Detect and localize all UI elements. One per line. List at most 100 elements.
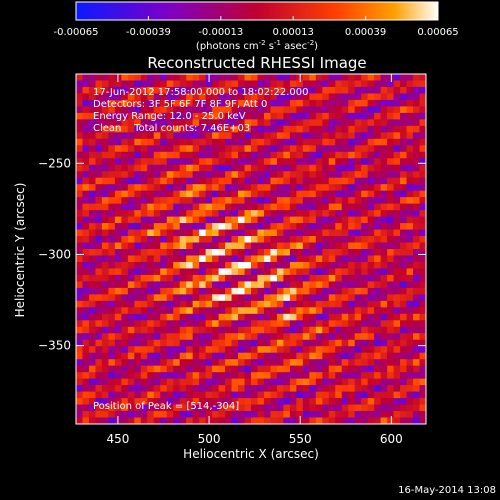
heatmap-cell <box>179 307 187 315</box>
heatmap-cell <box>95 378 103 386</box>
heatmap-cell <box>283 365 291 373</box>
heatmap-cell <box>244 385 252 392</box>
heatmap-cell <box>263 249 271 256</box>
heatmap-cell <box>76 411 83 418</box>
heatmap-cell <box>121 190 129 198</box>
heatmap-cell <box>251 391 258 399</box>
heatmap-cell <box>95 398 103 405</box>
heatmap-cell <box>82 385 90 392</box>
heatmap-cell <box>361 294 369 302</box>
heatmap-cell <box>251 80 258 88</box>
heatmap-cell <box>309 203 317 211</box>
heatmap-cell <box>205 365 213 373</box>
heatmap-cell <box>218 164 226 172</box>
heatmap-cell <box>121 417 129 424</box>
heatmap-cell <box>134 158 142 166</box>
heatmap-cell <box>160 281 168 289</box>
heatmap-cell <box>199 236 207 243</box>
heatmap-cell <box>413 411 420 418</box>
heatmap-cell <box>140 223 148 230</box>
heatmap-cell <box>127 184 135 192</box>
heatmap-cell <box>192 112 200 120</box>
heatmap-cell <box>309 352 317 360</box>
heatmap-cell <box>160 151 168 159</box>
heatmap-cell <box>76 365 83 373</box>
heatmap-cell <box>244 145 252 153</box>
heatmap-cell <box>393 177 401 185</box>
heatmap-cell <box>147 352 155 360</box>
heatmap-cell <box>309 300 317 308</box>
heatmap-cell <box>88 411 96 418</box>
heatmap-cell <box>374 236 382 243</box>
heatmap-cell <box>160 333 168 341</box>
heatmap-cell <box>205 151 213 159</box>
heatmap-cell <box>147 216 155 224</box>
heatmap-cell <box>205 223 213 230</box>
heatmap-cell <box>315 300 323 308</box>
heatmap-cell <box>166 164 174 172</box>
heatmap-cell <box>361 255 369 263</box>
heatmap-cell <box>108 203 116 211</box>
heatmap-cell <box>160 74 168 81</box>
heatmap-cell <box>270 333 278 341</box>
heatmap-cell <box>270 274 278 282</box>
heatmap-cell <box>348 74 356 81</box>
heatmap-cell <box>225 352 232 360</box>
heatmap-cell <box>263 313 271 321</box>
heatmap-cell <box>134 190 142 198</box>
heatmap-cell <box>348 177 356 185</box>
heatmap-cell <box>283 223 291 230</box>
heatmap-cell <box>192 158 200 166</box>
heatmap-cell <box>289 339 297 347</box>
heatmap-cell <box>348 378 356 386</box>
heatmap-cell <box>108 261 116 269</box>
heatmap-cell <box>205 294 213 302</box>
heatmap-cell <box>283 339 291 347</box>
heatmap-cell <box>179 320 187 328</box>
heatmap-cell <box>127 249 135 256</box>
heatmap-cell <box>127 372 135 380</box>
heatmap-cell <box>140 86 148 94</box>
heatmap-cell <box>251 112 258 120</box>
heatmap-cell <box>406 242 414 250</box>
heatmap-cell <box>153 164 161 172</box>
heatmap-cell <box>199 378 207 386</box>
heatmap-cell <box>374 216 382 224</box>
heatmap-cell <box>199 385 207 392</box>
heatmap-cell <box>186 372 194 380</box>
heatmap-cell <box>276 99 284 107</box>
heatmap-cell <box>322 255 330 263</box>
heatmap-cell <box>140 346 148 354</box>
heatmap-cell <box>173 190 181 198</box>
heatmap-cell <box>108 74 116 81</box>
heatmap-cell <box>225 261 232 269</box>
heatmap-cell <box>406 216 414 224</box>
heatmap-cell <box>374 190 382 198</box>
heatmap-cell <box>76 236 83 243</box>
heatmap-cell <box>127 313 135 321</box>
heatmap-cell <box>328 93 336 101</box>
heatmap-cell <box>315 177 323 185</box>
heatmap-cell <box>186 333 194 341</box>
heatmap-cell <box>225 158 232 166</box>
heatmap-cell <box>406 359 414 367</box>
heatmap-cell <box>192 300 200 308</box>
heatmap-cell <box>153 138 161 146</box>
heatmap-cell <box>387 125 394 133</box>
heatmap-cell <box>270 242 278 250</box>
heatmap-cell <box>341 320 349 328</box>
heatmap-cell <box>101 184 109 192</box>
heatmap-cell <box>419 268 426 276</box>
heatmap-cell <box>387 184 394 192</box>
heatmap-cell <box>296 326 304 334</box>
heatmap-cell <box>147 132 155 140</box>
heatmap-cell <box>244 281 252 289</box>
heatmap-cell <box>166 372 174 380</box>
heatmap-cell <box>419 320 426 328</box>
heatmap-cell <box>114 326 122 334</box>
heatmap-cell <box>76 242 83 250</box>
heatmap-cell <box>88 346 96 354</box>
heatmap-cell <box>406 80 414 88</box>
heatmap-cell <box>406 93 414 101</box>
heatmap-cell <box>322 249 330 256</box>
